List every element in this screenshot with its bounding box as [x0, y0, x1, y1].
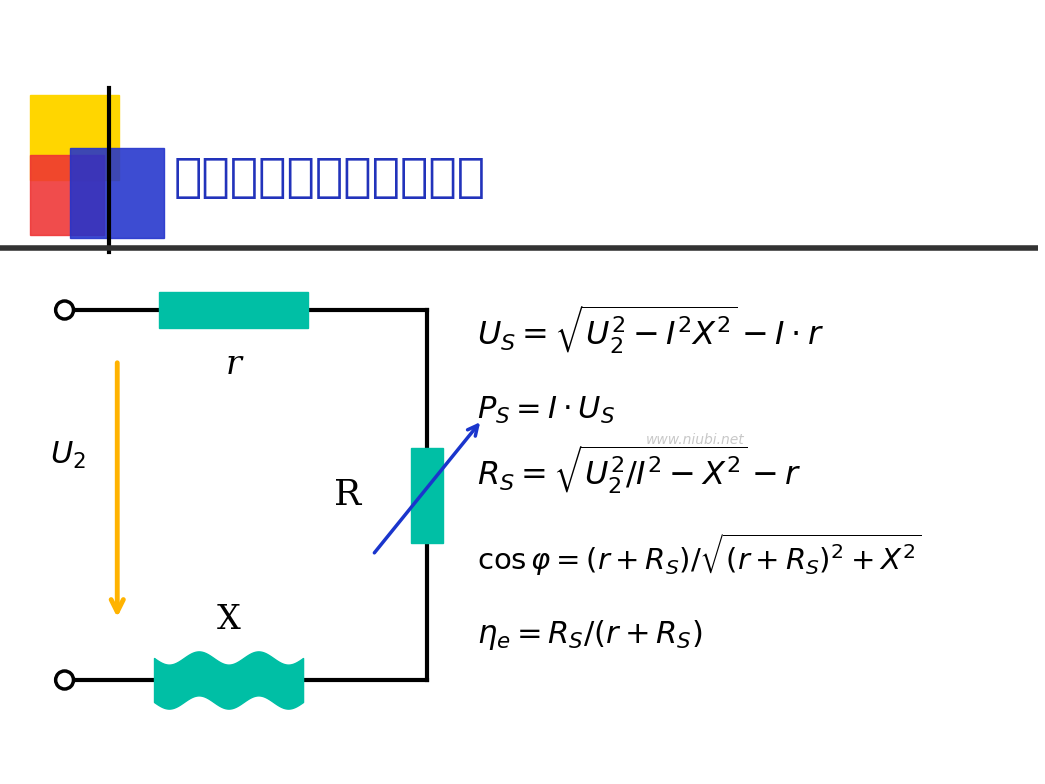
Text: $U_2$: $U_2$ [50, 440, 86, 470]
Text: X: X [216, 604, 240, 636]
Bar [70, 148, 164, 238]
Text: $\eta_e=R_S/(r+R_S)$: $\eta_e=R_S/(r+R_S)$ [477, 618, 702, 652]
Text: $\cos\varphi=(r+R_S)/\sqrt{(r+R_S)^2+X^2}$: $\cos\varphi=(r+R_S)/\sqrt{(r+R_S)^2+X^2… [477, 532, 922, 579]
Bar [159, 292, 308, 328]
Text: 交流电渣炉电气特性方程: 交流电渣炉电气特性方程 [173, 155, 486, 201]
Bar [412, 448, 443, 543]
Text: $U_S=\sqrt{U_2^2-I^2X^2}-I\cdot r$: $U_S=\sqrt{U_2^2-I^2X^2}-I\cdot r$ [477, 303, 823, 356]
Text: www.niubi.net: www.niubi.net [646, 433, 745, 447]
Text: R: R [334, 478, 362, 512]
Bar [30, 95, 119, 180]
Bar [30, 155, 105, 235]
Text: $P_S=I\cdot U_S$: $P_S=I\cdot U_S$ [477, 394, 614, 426]
Text: $R_S=\sqrt{U_2^2/I^2-X^2}-r$: $R_S=\sqrt{U_2^2/I^2-X^2}-r$ [477, 444, 802, 496]
Text: r: r [226, 349, 241, 381]
